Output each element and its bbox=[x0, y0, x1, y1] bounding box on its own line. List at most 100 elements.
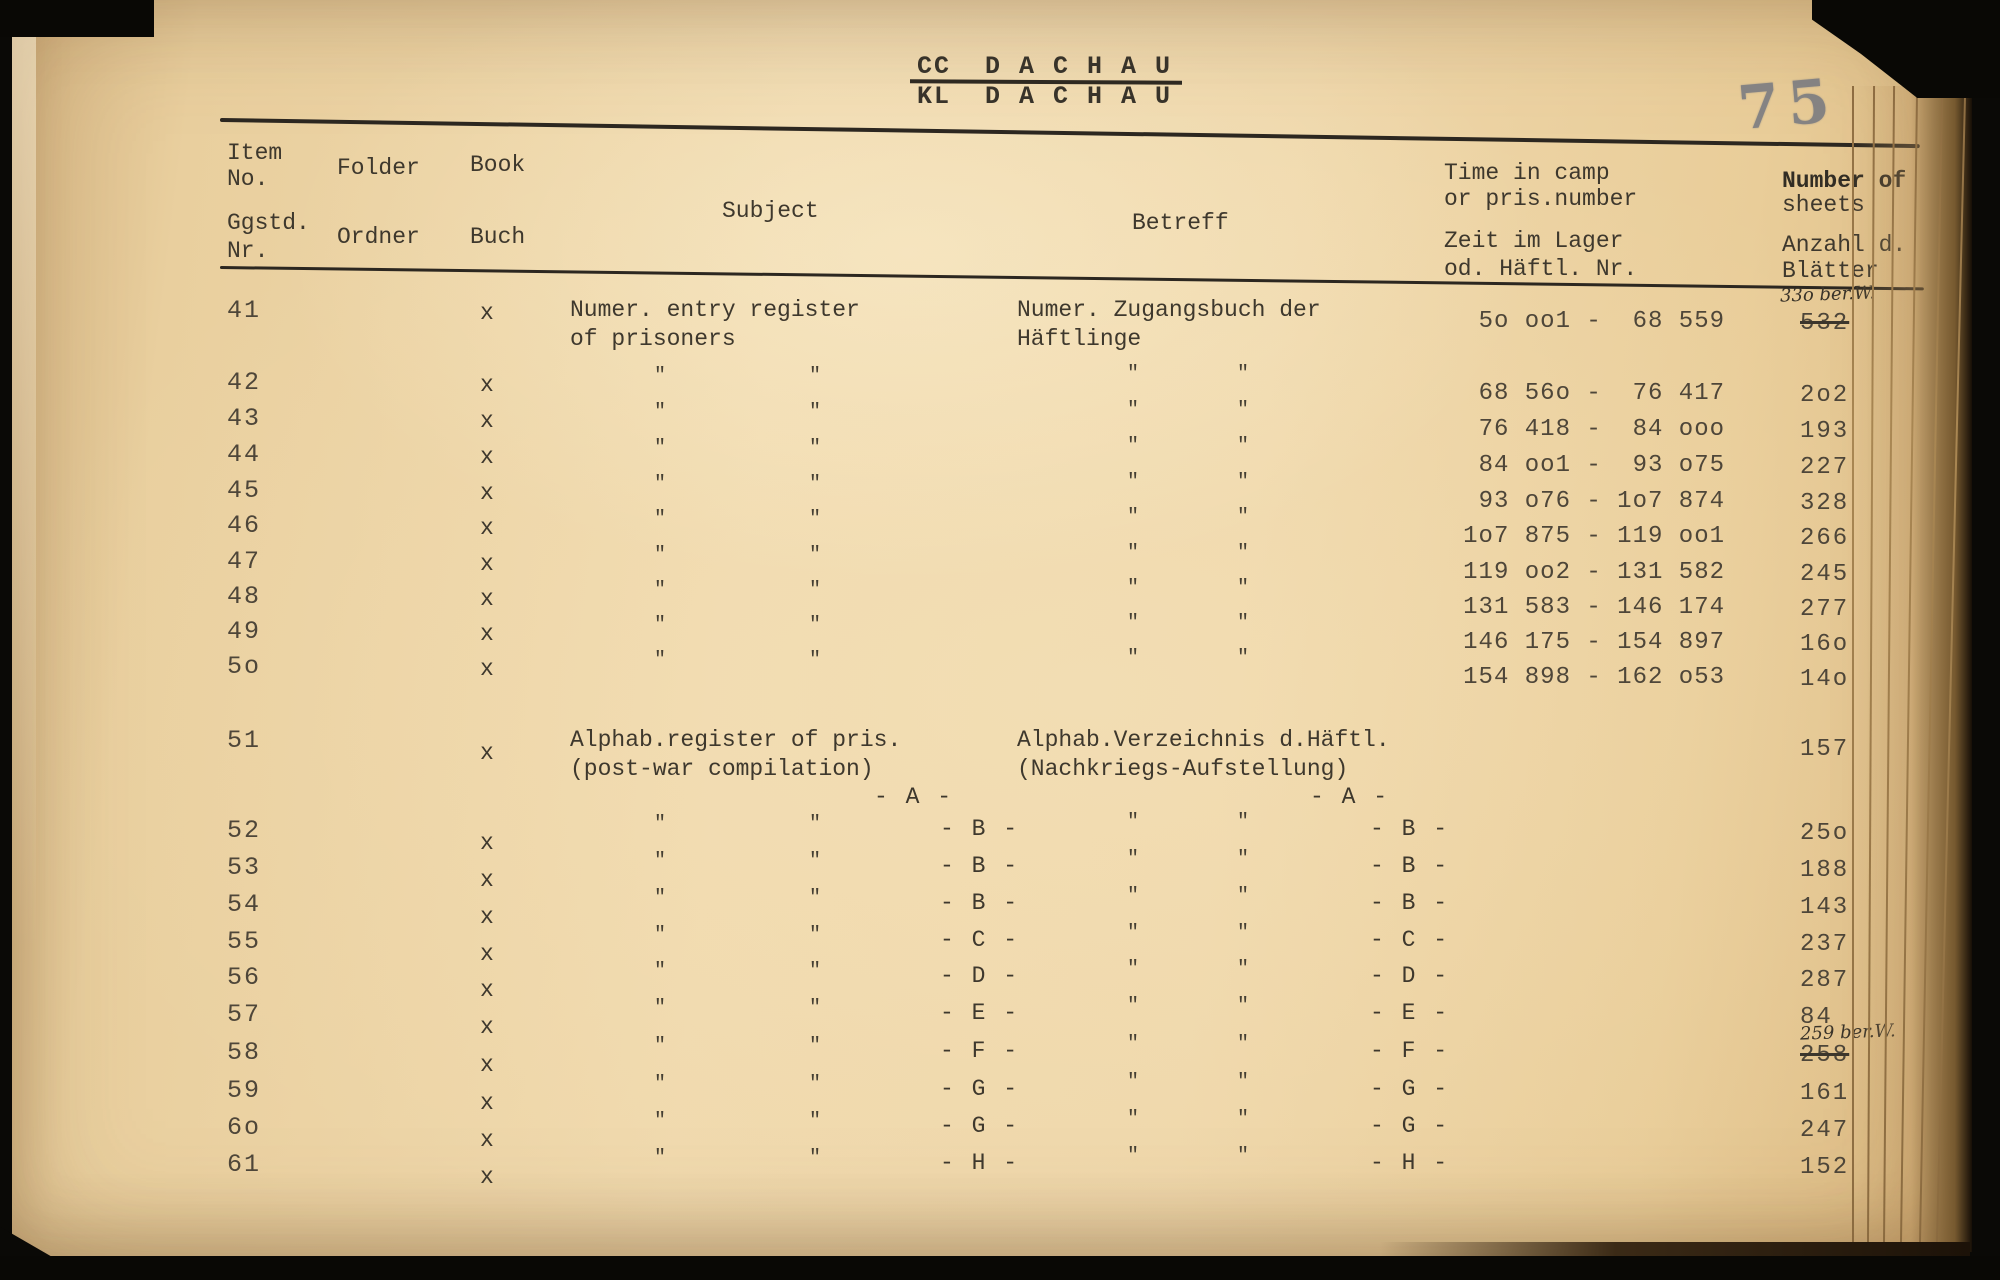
ditto-mark: " bbox=[1127, 363, 1140, 386]
prisoner-number-range: 76 418 - 84 ooo bbox=[1478, 416, 1725, 443]
prisoner-number-range: 131 583 - 146 174 bbox=[1463, 594, 1725, 621]
book-mark: x bbox=[480, 300, 494, 326]
ditto-mark: " bbox=[654, 1073, 667, 1096]
ditto-mark: " bbox=[654, 850, 667, 873]
book-mark: x bbox=[480, 904, 494, 930]
prisoner-number-range: 154 898 - 162 o53 bbox=[1463, 664, 1725, 691]
ditto-mark: " bbox=[1237, 647, 1250, 670]
table-rows: 41 x Numer. entry register of prisoners Nume… bbox=[12, 0, 1964, 1262]
item-number: 52 bbox=[227, 816, 262, 845]
ditto-mark: " bbox=[809, 508, 822, 531]
col-item-de-line1: Ggstd. bbox=[227, 210, 310, 236]
item-number: 42 bbox=[227, 368, 262, 397]
ditto-mark: " bbox=[809, 579, 822, 602]
col-time-de-line1: Zeit im Lager bbox=[1444, 228, 1624, 254]
book-mark: x bbox=[480, 480, 494, 506]
prisoner-number-range: 84 oo1 - 93 o75 bbox=[1478, 452, 1725, 479]
prisoner-number-range: 146 175 - 154 897 bbox=[1463, 629, 1725, 656]
ditto-mark: " bbox=[809, 649, 822, 672]
sheet-count: 266 bbox=[1800, 525, 1850, 552]
sheet-count: 245 bbox=[1800, 561, 1850, 588]
book-mark: x bbox=[480, 941, 494, 967]
document-page: CC D A C H A U KL D A C H A U 75 Item No… bbox=[12, 0, 1964, 1262]
book-mark: x bbox=[480, 740, 494, 766]
ditto-mark: " bbox=[809, 850, 822, 873]
col-book-en: Book bbox=[470, 152, 526, 178]
item-number: 41 bbox=[227, 296, 262, 325]
ditto-mark: " bbox=[809, 544, 822, 567]
letter-label: - G - bbox=[1370, 1076, 1450, 1102]
letter-label: - E - bbox=[940, 1000, 1020, 1026]
sheet-count: 193 bbox=[1800, 418, 1850, 445]
underpage-edge-highlight bbox=[12, 30, 36, 950]
book-mark: x bbox=[480, 1014, 494, 1040]
betreff-text: Numer. Zugangsbuch der bbox=[1017, 297, 1321, 323]
ditto-mark: " bbox=[1127, 435, 1140, 458]
item-number: 46 bbox=[227, 511, 262, 540]
ditto-mark: " bbox=[1237, 1071, 1250, 1094]
col-book-de: Buch bbox=[470, 224, 526, 250]
item-number: 53 bbox=[227, 853, 262, 882]
letter-label: - G - bbox=[1370, 1113, 1450, 1139]
ditto-mark: " bbox=[654, 1147, 667, 1170]
item-number: 48 bbox=[227, 582, 262, 611]
sheet-count: 143 bbox=[1800, 894, 1850, 921]
sheet-count: 84 bbox=[1800, 1004, 1833, 1031]
letter-label: - C - bbox=[940, 927, 1020, 953]
book-mark: x bbox=[480, 1127, 494, 1153]
ditto-mark: " bbox=[1237, 577, 1250, 600]
ditto-mark: " bbox=[1127, 958, 1140, 981]
ditto-mark: " bbox=[654, 579, 667, 602]
book-mark: x bbox=[480, 1090, 494, 1116]
book-mark: x bbox=[480, 551, 494, 577]
ditto-mark: " bbox=[1127, 577, 1140, 600]
ditto-mark: " bbox=[809, 473, 822, 496]
book-mark: x bbox=[480, 830, 494, 856]
ditto-mark: " bbox=[654, 924, 667, 947]
letter-label: - B - bbox=[940, 853, 1020, 879]
ditto-mark: " bbox=[654, 365, 667, 388]
letter-label: - H - bbox=[940, 1150, 1020, 1176]
letter-label: - B - bbox=[1370, 853, 1450, 879]
ditto-mark: " bbox=[1237, 399, 1250, 422]
page-title-de: KL D A C H A U bbox=[917, 82, 1173, 111]
book-mark: x bbox=[480, 444, 494, 470]
col-betreff-de: Betreff bbox=[1132, 210, 1229, 236]
ditto-mark: " bbox=[1237, 995, 1250, 1018]
book-page-edges bbox=[1850, 86, 1972, 1252]
sheet-count: 25o bbox=[1800, 820, 1850, 847]
letter-label: - D - bbox=[940, 963, 1020, 989]
ditto-mark: " bbox=[809, 1073, 822, 1096]
col-time-de-line2: od. Häftl. Nr. bbox=[1444, 256, 1638, 282]
item-number: 51 bbox=[227, 726, 262, 755]
ditto-mark: " bbox=[1127, 848, 1140, 871]
page-edge-line bbox=[1935, 86, 1967, 1252]
letter-label: - G - bbox=[940, 1076, 1020, 1102]
item-number: 45 bbox=[227, 476, 262, 505]
betreff-text: Alphab.Verzeichnis d.Häftl. bbox=[1017, 727, 1390, 753]
ditto-mark: " bbox=[1237, 612, 1250, 635]
sheet-count: 2o2 bbox=[1800, 382, 1850, 409]
subject-text: of prisoners bbox=[570, 326, 736, 352]
sheet-count: 16o bbox=[1800, 631, 1850, 658]
page-title-en: CC D A C H A U bbox=[917, 52, 1173, 81]
item-number: 58 bbox=[227, 1038, 262, 1067]
ditto-mark: " bbox=[654, 997, 667, 1020]
ditto-mark: " bbox=[654, 813, 667, 836]
item-number: 47 bbox=[227, 547, 262, 576]
item-number: 5o bbox=[227, 652, 262, 681]
photo-black-corner-top-left bbox=[0, 0, 154, 37]
ditto-mark: " bbox=[1237, 1145, 1250, 1168]
sheet-count: 287 bbox=[1800, 967, 1850, 994]
sheet-count: 277 bbox=[1800, 596, 1850, 623]
sheet-count: 227 bbox=[1800, 454, 1850, 481]
ditto-mark: " bbox=[809, 924, 822, 947]
prisoner-number-range: 93 o76 - 1o7 874 bbox=[1478, 488, 1725, 515]
col-folder-en: Folder bbox=[337, 155, 420, 181]
letter-label: - E - bbox=[1370, 1000, 1450, 1026]
prisoner-number-range: 1o7 875 - 119 oo1 bbox=[1463, 523, 1725, 550]
ditto-mark: " bbox=[654, 649, 667, 672]
col-time-en-line1: Time in camp bbox=[1444, 160, 1610, 186]
item-number: 55 bbox=[227, 927, 262, 956]
col-subject-en: Subject bbox=[722, 198, 819, 224]
